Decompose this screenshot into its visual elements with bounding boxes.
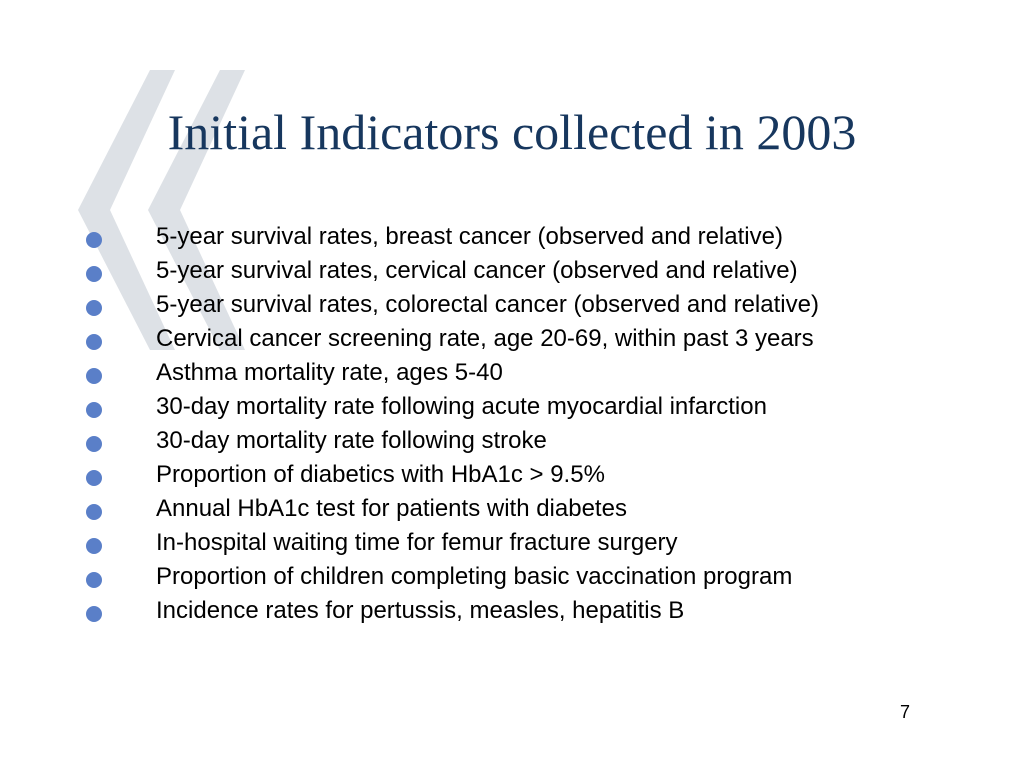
bullet-icon bbox=[86, 232, 102, 248]
bullet-icon bbox=[86, 402, 102, 418]
bullet-icon bbox=[86, 538, 102, 554]
list-item: Proportion of children completing basic … bbox=[84, 564, 964, 589]
list-item: 30-day mortality rate following stroke bbox=[84, 428, 964, 453]
list-item: Asthma mortality rate, ages 5-40 bbox=[84, 360, 964, 385]
bullet-icon bbox=[86, 436, 102, 452]
list-item: 5-year survival rates, colorectal cancer… bbox=[84, 292, 964, 317]
list-item-text: Proportion of children completing basic … bbox=[156, 563, 793, 590]
list-item: 30-day mortality rate following acute my… bbox=[84, 394, 964, 419]
list-item: Proportion of diabetics with HbA1c > 9.5… bbox=[84, 462, 964, 487]
bullet-icon bbox=[86, 300, 102, 316]
quote-watermark-icon bbox=[78, 70, 245, 350]
bullet-icon bbox=[86, 334, 102, 350]
list-item-text: 30-day mortality rate following stroke bbox=[156, 427, 547, 454]
list-item-text: 30-day mortality rate following acute my… bbox=[156, 393, 767, 420]
list-item-text: Proportion of diabetics with HbA1c > 9.5… bbox=[156, 461, 605, 488]
list-item: 5-year survival rates, cervical cancer (… bbox=[84, 258, 964, 283]
list-item: Cervical cancer screening rate, age 20-6… bbox=[84, 326, 964, 351]
list-item: In-hospital waiting time for femur fract… bbox=[84, 530, 964, 555]
list-item-text: 5-year survival rates, cervical cancer (… bbox=[156, 257, 798, 284]
list-item-text: Annual HbA1c test for patients with diab… bbox=[156, 495, 627, 522]
list-item-text: Cervical cancer screening rate, age 20-6… bbox=[156, 325, 814, 352]
list-item-text: In-hospital waiting time for femur fract… bbox=[156, 529, 678, 556]
list-item-text: Asthma mortality rate, ages 5-40 bbox=[156, 359, 503, 386]
list-item-text: 5-year survival rates, breast cancer (ob… bbox=[156, 223, 783, 250]
bullet-icon bbox=[86, 470, 102, 486]
slide-title: Initial Indicators collected in 2003 bbox=[167, 104, 857, 160]
bullet-icon bbox=[86, 504, 102, 520]
bullet-icon bbox=[86, 266, 102, 282]
page-number: 7 bbox=[899, 702, 910, 722]
list-item: Annual HbA1c test for patients with diab… bbox=[84, 496, 964, 521]
list-item: 5-year survival rates, breast cancer (ob… bbox=[84, 224, 964, 249]
list-item-text: 5-year survival rates, colorectal cancer… bbox=[156, 291, 819, 318]
list-item-text: Incidence rates for pertussis, measles, … bbox=[156, 597, 685, 624]
indicator-list: 5-year survival rates, breast cancer (ob… bbox=[84, 224, 964, 632]
bullet-icon bbox=[86, 572, 102, 588]
bullet-icon bbox=[86, 606, 102, 622]
bullet-icon bbox=[86, 368, 102, 384]
list-item: Incidence rates for pertussis, measles, … bbox=[84, 598, 964, 623]
